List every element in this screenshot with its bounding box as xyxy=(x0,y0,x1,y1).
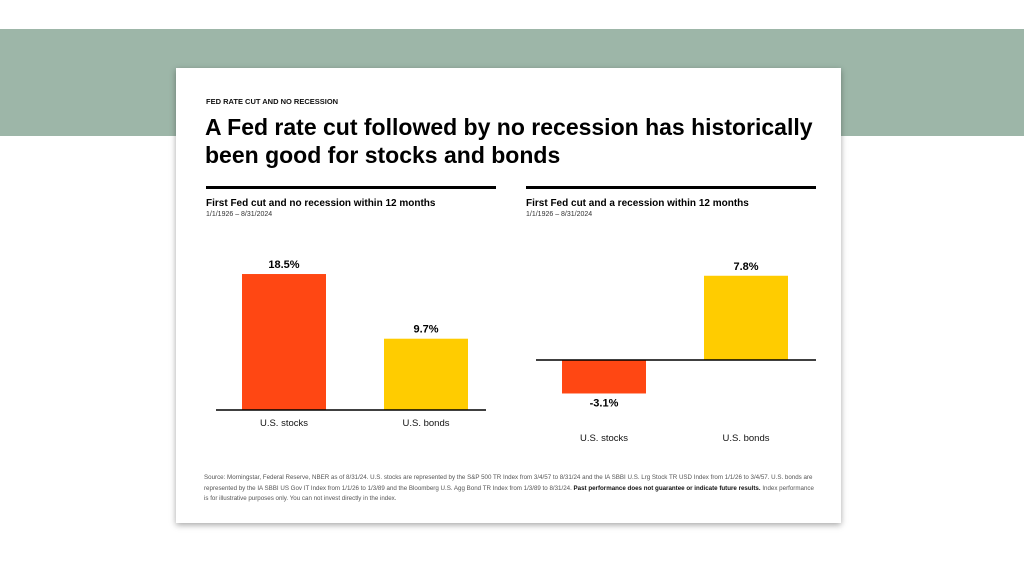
chart-title: First Fed cut and a recession within 12 … xyxy=(526,198,749,209)
chart-date-range: 1/1/1926 – 8/31/2024 xyxy=(206,211,273,218)
data-label: 7.8% xyxy=(733,261,758,273)
bar-u-s-stocks xyxy=(562,360,646,394)
disclaimer-text: Past performance does not guarantee or i… xyxy=(573,484,761,492)
panel-rule xyxy=(206,186,496,189)
category-label: U.S. bonds xyxy=(403,418,450,429)
data-label: -3.1% xyxy=(590,397,619,409)
chart-panel-recession: First Fed cut and a recession within 12 … xyxy=(526,186,816,218)
chart-title: First Fed cut and no recession within 12… xyxy=(206,198,436,209)
slide-title: A Fed rate cut followed by no recession … xyxy=(205,114,813,168)
source-footnote: Source: Morningstar, Federal Reserve, NB… xyxy=(204,473,814,505)
bar-u-s-bonds xyxy=(384,338,468,410)
data-label: 9.7% xyxy=(413,324,438,336)
chart-panel-no-recession: First Fed cut and no recession within 12… xyxy=(206,186,496,218)
source-text: Source: Morningstar, Federal Reserve, NB… xyxy=(204,474,813,492)
bar-u-s-stocks xyxy=(242,274,326,410)
chart-date-range: 1/1/1926 – 8/31/2024 xyxy=(526,211,593,218)
source-tail: Index performance is for illustrative pu… xyxy=(204,484,814,503)
bar-chart-recession: -3.1% U.S. stocks 7.8% U.S. bonds xyxy=(536,261,816,444)
slide-card: FED RATE CUT AND NO RECESSION A Fed rate… xyxy=(176,68,841,523)
bar-u-s-bonds xyxy=(704,275,788,360)
category-label: U.S. bonds xyxy=(723,433,770,444)
data-label: 18.5% xyxy=(268,259,299,271)
category-label: U.S. stocks xyxy=(260,418,308,429)
bar-chart-no-recession: 18.5% U.S. stocks 9.7% U.S. bonds xyxy=(216,259,486,429)
eyebrow-label: FED RATE CUT AND NO RECESSION xyxy=(206,97,339,106)
category-label: U.S. stocks xyxy=(580,433,628,444)
panel-rule xyxy=(526,186,816,189)
